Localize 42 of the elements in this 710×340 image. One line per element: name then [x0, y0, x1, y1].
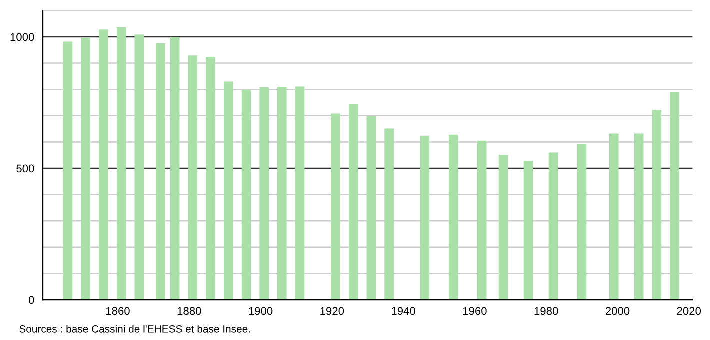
x-tick-label: 1920	[320, 307, 344, 316]
bar	[448, 134, 458, 300]
bar	[384, 128, 394, 300]
x-tick-label: 1940	[392, 307, 416, 316]
x-tick-label: 1900	[249, 307, 273, 316]
bar	[116, 28, 126, 300]
bar	[366, 116, 376, 300]
bar	[81, 38, 90, 300]
bar	[652, 110, 662, 300]
y-tick-label: 0	[28, 296, 34, 304]
x-tick-label: 2020	[677, 307, 702, 316]
bar	[670, 92, 680, 300]
bar	[420, 136, 430, 300]
bar	[134, 34, 144, 300]
source-note: Sources : base Cassini de l'EHESS et base Insee.	[20, 325, 250, 333]
bar	[577, 144, 587, 300]
bar	[634, 134, 644, 300]
bar	[63, 42, 73, 300]
bar	[548, 152, 558, 300]
bar	[242, 90, 252, 300]
bar	[295, 86, 305, 300]
x-tick-label: 1880	[178, 307, 202, 316]
bar	[524, 161, 534, 300]
bar	[170, 37, 180, 300]
y-tick-label: 1000	[10, 33, 34, 42]
bar	[348, 104, 358, 300]
x-tick-label: 1980	[534, 307, 558, 316]
bar	[99, 30, 108, 300]
bar	[477, 140, 487, 300]
y-tick-label: 500	[16, 164, 34, 173]
bar	[331, 114, 340, 300]
bar	[224, 82, 234, 300]
bar	[188, 56, 198, 300]
bar	[498, 155, 508, 300]
bar	[156, 44, 166, 300]
bar	[278, 86, 287, 300]
bar	[206, 56, 216, 300]
bar	[260, 87, 269, 300]
x-tick-label: 1860	[106, 307, 130, 316]
x-tick-label: 2000	[606, 307, 630, 316]
bar	[610, 134, 619, 300]
x-tick-label: 1960	[463, 307, 487, 316]
